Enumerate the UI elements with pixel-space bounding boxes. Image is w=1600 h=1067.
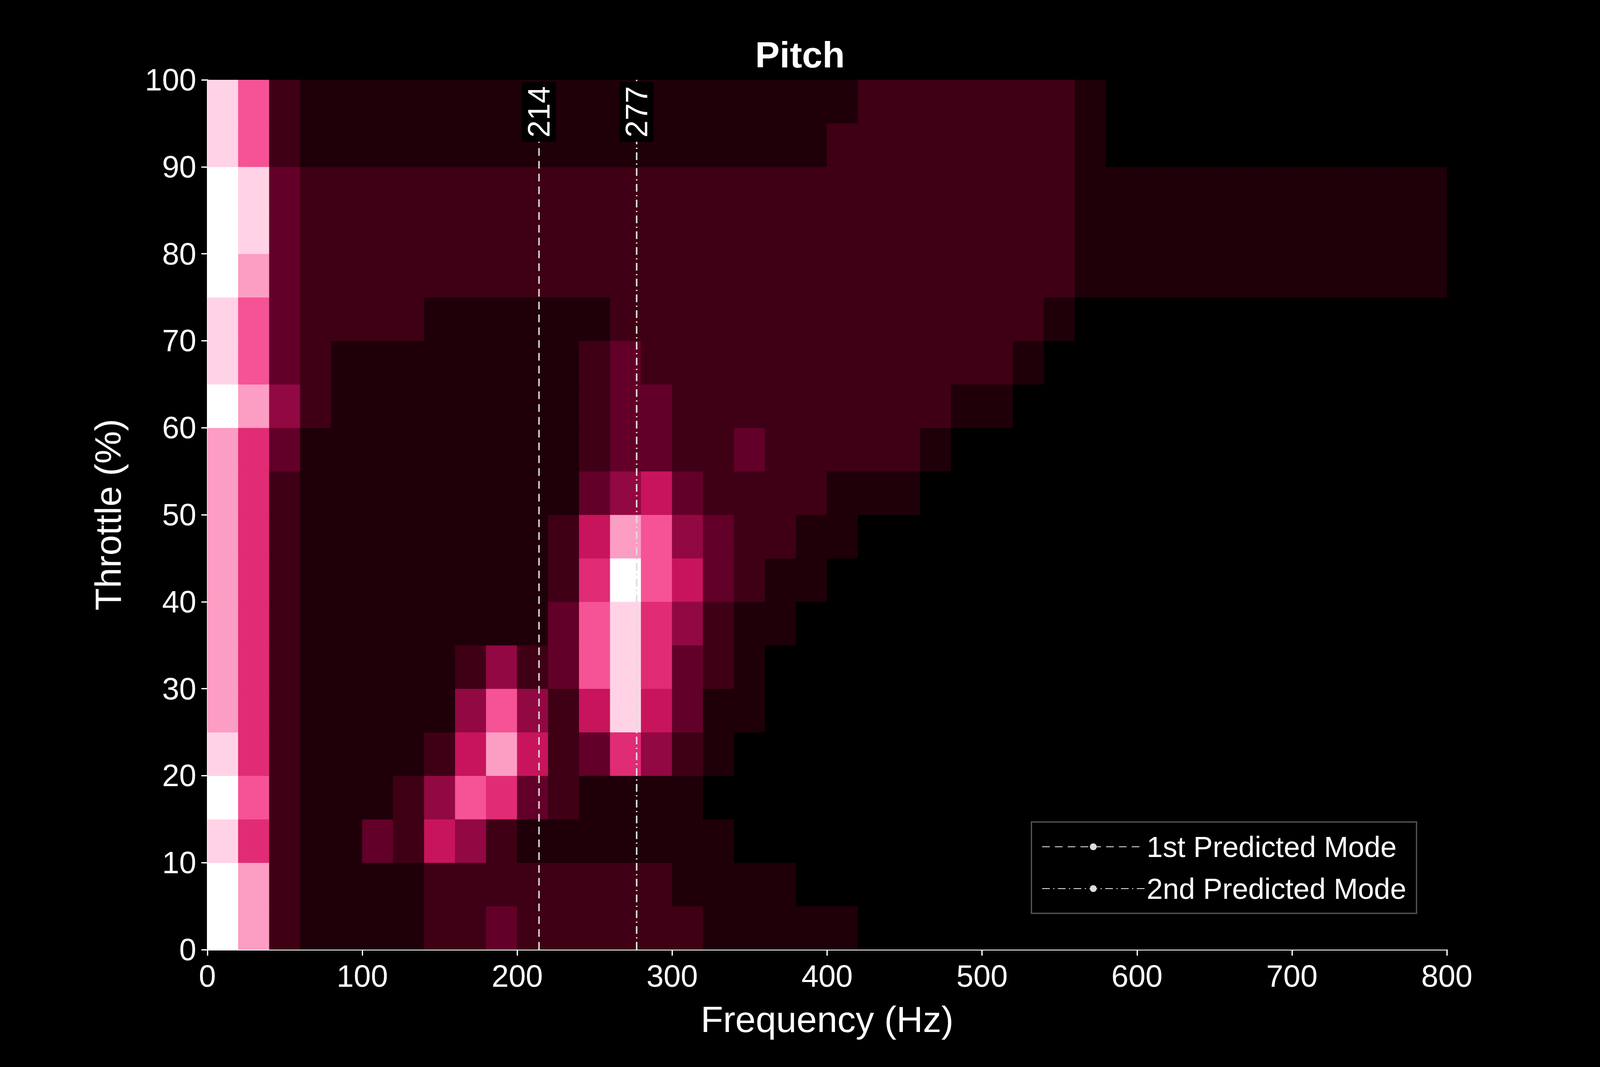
svg-text:90: 90 bbox=[162, 149, 197, 184]
svg-text:400: 400 bbox=[801, 958, 853, 993]
svg-text:70: 70 bbox=[162, 323, 197, 358]
svg-text:Throttle (%): Throttle (%) bbox=[87, 418, 129, 611]
svg-text:Frequency (Hz): Frequency (Hz) bbox=[700, 998, 954, 1040]
svg-text:100: 100 bbox=[336, 958, 388, 993]
svg-text:20: 20 bbox=[162, 758, 197, 793]
svg-text:30: 30 bbox=[162, 671, 197, 706]
svg-text:300: 300 bbox=[646, 958, 698, 993]
svg-text:200: 200 bbox=[491, 958, 543, 993]
svg-text:700: 700 bbox=[1266, 958, 1318, 993]
svg-text:277: 277 bbox=[619, 86, 654, 138]
svg-text:2nd Predicted Mode: 2nd Predicted Mode bbox=[1146, 872, 1407, 905]
svg-text:214: 214 bbox=[521, 86, 556, 138]
svg-text:80: 80 bbox=[162, 236, 197, 271]
svg-text:Pitch: Pitch bbox=[755, 34, 845, 76]
svg-text:500: 500 bbox=[956, 958, 1008, 993]
svg-text:10: 10 bbox=[162, 845, 197, 880]
svg-text:100: 100 bbox=[145, 62, 197, 97]
svg-text:50: 50 bbox=[162, 497, 197, 532]
svg-text:800: 800 bbox=[1421, 958, 1473, 993]
svg-text:1st Predicted Mode: 1st Predicted Mode bbox=[1146, 830, 1397, 863]
svg-text:600: 600 bbox=[1111, 958, 1163, 993]
svg-text:0: 0 bbox=[198, 958, 216, 993]
svg-text:40: 40 bbox=[162, 584, 197, 619]
svg-text:0: 0 bbox=[179, 932, 197, 967]
svg-text:60: 60 bbox=[162, 410, 197, 445]
